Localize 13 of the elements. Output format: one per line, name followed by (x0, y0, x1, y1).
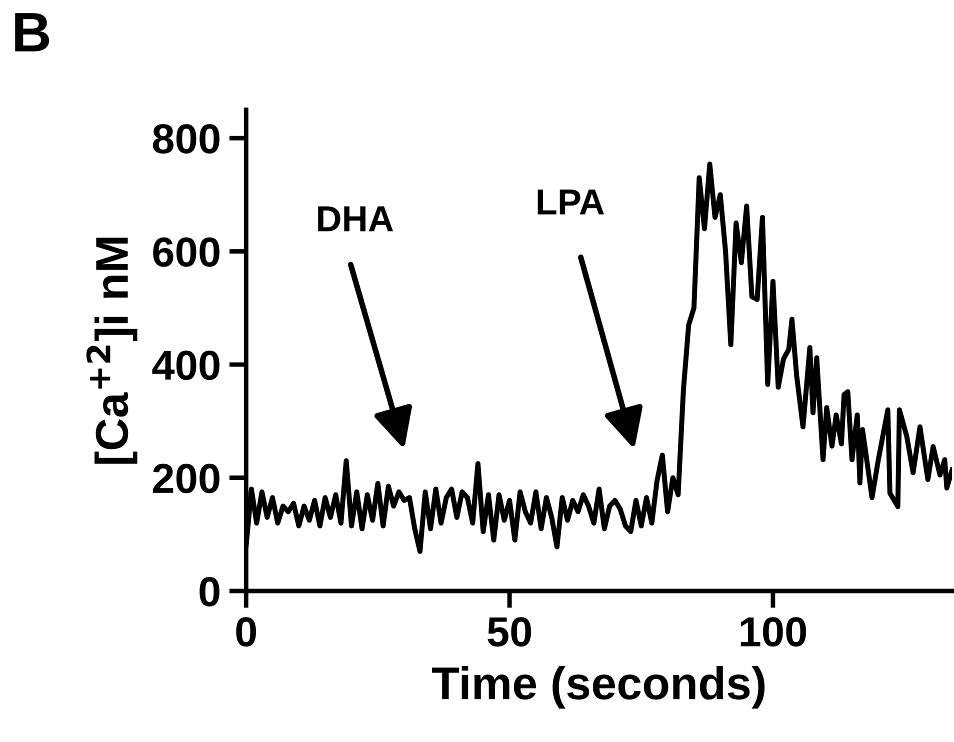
y-tick-label: 0 (200, 577, 220, 607)
x-tick-label: 100 (740, 617, 806, 647)
x-axis-title: Time (seconds) (432, 666, 765, 709)
x-tick-label: 50 (488, 617, 532, 647)
y-tick-label: 800 (152, 124, 220, 154)
x-tick-label: 0 (236, 617, 256, 647)
y-tick-label: 600 (153, 237, 220, 267)
text: B (15, 13, 50, 52)
y-axis-title: [Ca$^{+2}$]i nM (86, 238, 138, 464)
y-tick-label: 200 (153, 464, 220, 494)
y-tick-label: 400 (152, 350, 220, 380)
annotation: LPA (538, 190, 604, 214)
annotation: DHA (318, 206, 394, 232)
